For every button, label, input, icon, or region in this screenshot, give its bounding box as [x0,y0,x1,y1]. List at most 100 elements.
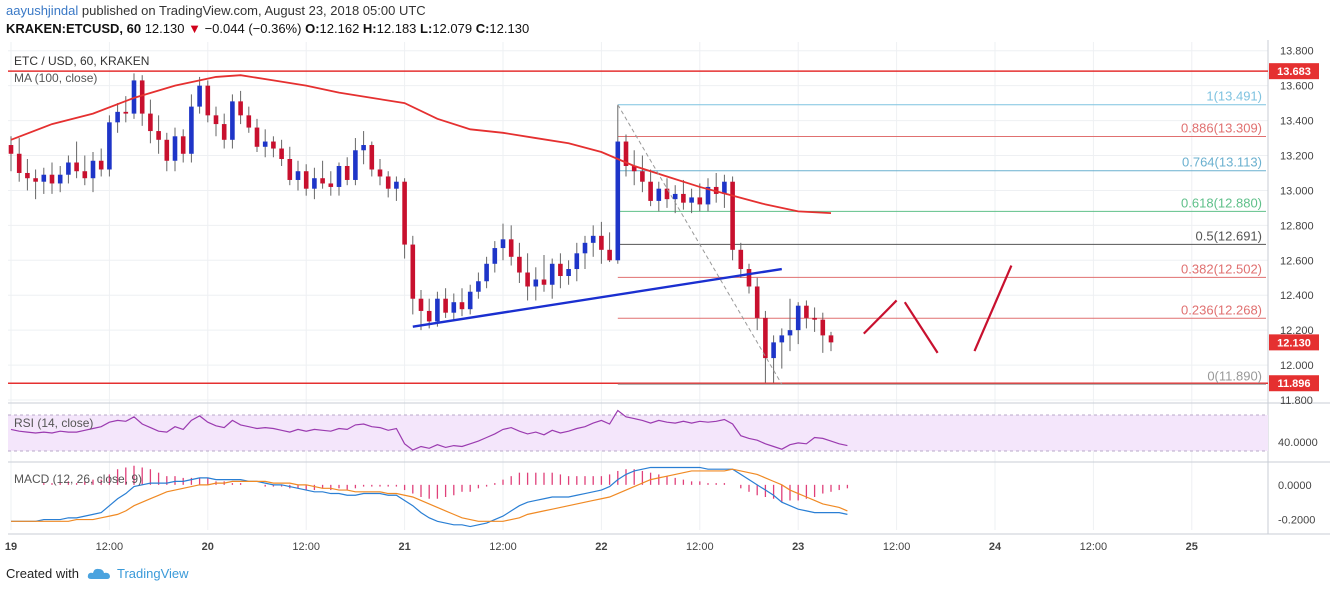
candle-body [336,165,342,187]
time-tick-label: 25 [1186,541,1198,553]
candle-body [623,141,629,166]
candle-body [779,335,785,343]
macd-line [11,466,848,528]
candle-body [648,181,653,201]
candle-body [590,235,596,243]
time-tick-label: 21 [398,541,410,553]
fib-level-label: 0.5(12.691) [1196,228,1263,243]
support-trendline [412,267,782,328]
candle-body [230,101,235,140]
projection-path [903,301,939,354]
candle-body [16,153,22,173]
candle-body [82,171,88,179]
rsi-legend: RSI (14, close) [14,416,93,430]
candle-body [221,124,227,140]
candle-body [148,113,153,132]
pane-borders [8,40,1330,535]
candle-body [303,171,309,189]
time-tick-label: 22 [595,541,607,553]
candle-body [25,172,30,179]
candle-body [746,269,752,287]
candle-body [172,136,178,161]
fib-level-label: 0(11.890) [1207,368,1262,383]
candle-body [205,85,211,116]
candle-body [279,148,284,160]
candle-body [566,269,571,277]
published-text: published on TradingView.com, August 23,… [81,3,426,18]
candle-body [484,263,489,282]
close-value: 12.130 [489,21,530,36]
chart-title: ETC / USD, 60, KRAKEN [14,54,149,68]
candle-body [804,305,809,318]
candle-body [271,141,276,149]
macd-pane [11,465,849,528]
candle-body [361,145,366,151]
time-tick-label: 24 [989,541,1002,553]
overlays [10,74,1013,385]
tradingview-cloud-icon [87,568,110,579]
candle-body [353,150,358,180]
candle-body [435,298,440,322]
candle-body [722,181,727,194]
candle-body [33,178,38,182]
macd-tick-label: 0.0000 [1278,480,1312,492]
horizontal-lines [8,70,1268,384]
ma-legend: MA (100, close) [14,71,97,85]
time-tick-label: 19 [5,541,17,553]
price-tick-label: 13.600 [1280,81,1314,93]
projection-path [973,265,1013,352]
ohlc-line: KRAKEN:ETCUSD, 60 12.130 ▼ −0.044 (−0.36… [6,21,530,36]
candle-body [254,127,260,147]
tradingview-link[interactable]: TradingView [116,566,189,581]
candle-body [730,181,735,250]
candle-body [418,298,424,311]
rsi-tick-label: 40.0000 [1278,437,1318,449]
macd-legend: MACD (12, 26, close, 9) [14,472,142,486]
rsi-line [10,409,848,451]
price-tick-label: 12.000 [1280,360,1314,372]
price-flag [1269,334,1319,351]
price-flag-label: 12.130 [1277,337,1311,349]
price-chart[interactable]: 1(13.491) 0.886(13.309) 0.764(13.113) 0.618… [0,40,1330,556]
candle-body [312,178,317,189]
candle-body [656,188,662,201]
price-flag-label: 11.896 [1277,378,1310,390]
candle-body [197,85,202,107]
author-link[interactable]: aayushjindal [6,3,79,18]
candle-body [615,141,621,261]
candle-body [681,193,686,203]
candle-body [664,188,670,200]
candle-body [410,244,416,299]
candle-body [213,115,219,125]
candle-body [672,193,678,200]
symbol-line: KRAKEN:ETCUSD, 60 [6,21,142,36]
price-tick-label: 11.800 [1280,395,1313,407]
fib-diagonal [617,104,783,385]
price-flag [1269,375,1319,392]
fib-level-label: 0.236(12.268) [1181,302,1262,317]
candle-body [476,281,481,292]
candle-body [123,111,129,114]
created-with-text: Created with [6,566,79,581]
fib-level-label: 0.886(13.309) [1181,120,1262,135]
candle-body [115,111,120,123]
candle-body [820,319,826,336]
candle-body [262,141,268,147]
candle-body [156,131,161,140]
candle-body [599,235,604,250]
candle-body [377,169,383,177]
projection-path [863,299,898,335]
candles [8,73,834,383]
candle-body [500,239,506,249]
time-tick-label: 12:00 [96,541,124,553]
candle-body [107,122,112,170]
candle-body [812,317,817,320]
candle-body [369,145,375,170]
time-tick-label: 23 [792,541,804,553]
price-tick-label: 12.800 [1280,220,1314,232]
high-value: 12.183 [376,21,417,36]
candle-body [451,302,457,313]
candle-body [385,176,391,189]
candle-body [328,183,334,187]
candle-body [402,181,407,245]
